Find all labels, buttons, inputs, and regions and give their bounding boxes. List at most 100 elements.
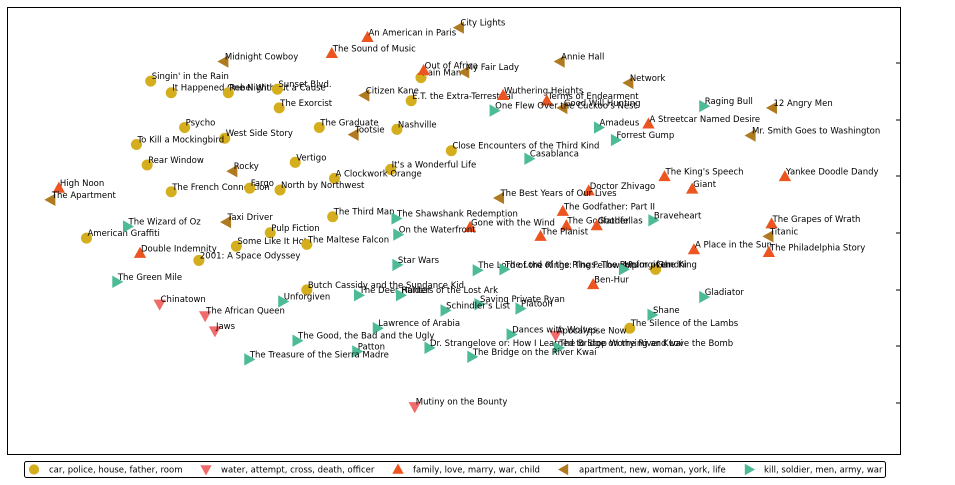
data-point [385, 163, 397, 175]
point-label: The Silence of the Lambs [630, 319, 739, 329]
point-label: West Side Story [226, 129, 293, 139]
data-point [153, 299, 166, 311]
point-label: Lawrence of Arabia [378, 319, 460, 329]
point-label: The Bridge on the River Kwai [558, 339, 683, 349]
point-label: 2001: A Space Odyssey [200, 251, 301, 261]
data-point [313, 122, 325, 134]
point-label: Citizen Kane [366, 86, 419, 96]
data-point [208, 326, 222, 338]
data-point [354, 289, 366, 302]
data-point [622, 76, 634, 90]
point-label: Good Will Hunting [564, 99, 641, 109]
data-point [474, 297, 486, 311]
point-label: Psycho [186, 119, 216, 129]
data-point [467, 350, 479, 363]
point-label: Midnight Cowboy [225, 53, 298, 63]
point-label: Rocky [234, 162, 259, 172]
data-point [165, 186, 177, 198]
data-point [112, 275, 124, 289]
point-label: The Grapes of Wrath [772, 215, 861, 225]
point-label: Nashville [398, 120, 437, 130]
data-point [472, 264, 484, 277]
point-label: Network [630, 74, 666, 84]
point-label: Saving Private Ryan [480, 295, 565, 305]
data-point [492, 191, 505, 205]
point-label: Dances with Wolves [512, 325, 598, 335]
point-label: Fargo [251, 179, 274, 189]
point-label: Unforgiven [624, 260, 671, 270]
point-label: Rain Man [422, 69, 461, 79]
point-label: The Third Man [333, 208, 395, 218]
data-point [392, 258, 404, 272]
data-point [391, 123, 403, 135]
legend-marker [392, 463, 404, 474]
point-label: Ben-Hur [594, 276, 629, 286]
data-point [463, 220, 477, 232]
data-point [556, 204, 569, 216]
point-label: Shane [653, 306, 680, 316]
data-point [133, 246, 147, 258]
point-label: A Clockwork Orange [335, 169, 421, 179]
point-label: Raiders of the Lost Ark [401, 286, 498, 296]
data-point [193, 254, 205, 266]
legend-box [24, 461, 886, 478]
point-label: Wuthering Heights [504, 86, 584, 96]
point-label: The Exorcist [279, 99, 333, 109]
data-point [647, 308, 659, 322]
point-label: The Good, the Bad and the Ugly [297, 332, 434, 342]
point-label: The Lord of the Rings: The Fellowship [477, 261, 637, 271]
data-point [496, 88, 510, 100]
point-label: My Fair Lady [466, 63, 519, 73]
point-label: Mr. Smith Goes to Washington [752, 127, 880, 137]
data-point [274, 184, 286, 196]
point-label: The Bridge on the River Kwai [472, 348, 597, 358]
data-point [264, 227, 276, 239]
point-label: City Lights [460, 19, 506, 29]
point-label: Doctor Zhivago [590, 182, 656, 192]
data-point [405, 95, 417, 107]
point-label: The Treasure of the Sierra Madre [249, 350, 389, 360]
data-point [347, 128, 359, 141]
point-label: The Godfather: Part II [563, 202, 655, 212]
point-label: Patton [358, 342, 385, 352]
data-point [273, 102, 285, 114]
legend-marker [558, 463, 569, 476]
point-label: The Graduate [319, 119, 378, 129]
point-label: Apocalypse Now [557, 326, 627, 336]
point-label: A Place in the Sun [695, 241, 772, 251]
data-point [699, 99, 711, 113]
point-label: Unforgiven [284, 292, 331, 302]
point-label: The Sound of Music [332, 44, 416, 54]
legend-marker [28, 464, 40, 475]
series-1: Chinatown The African Queen Jaws Apocalypse… [153, 295, 627, 414]
point-label: Braveheart [654, 211, 702, 221]
point-label: Casablanca [530, 150, 579, 160]
data-point [244, 353, 256, 366]
point-label: Out of Africa [425, 61, 478, 71]
point-label: 12 Angry Men [773, 99, 832, 109]
data-point [141, 159, 153, 171]
data-point [549, 330, 562, 342]
point-label: Vertigo [296, 153, 326, 163]
point-label: Platoon [521, 300, 553, 310]
point-label: The Deer Hunter [359, 286, 431, 296]
data-point [222, 87, 234, 99]
plot-frame [7, 7, 901, 455]
legend-label: family, love, marry, war, child [413, 466, 540, 476]
point-label: Pulp Fiction [271, 224, 319, 234]
data-point [408, 402, 421, 414]
point-label: The Apartment [51, 191, 117, 201]
data-point [278, 295, 290, 308]
data-point [179, 122, 191, 134]
point-label: An American in Paris [368, 28, 456, 38]
point-label: Forrest Gump [616, 131, 674, 141]
point-label: The Best Years of Our Lives [499, 189, 617, 199]
data-point [699, 290, 711, 304]
point-label: Gone with the Wind [471, 218, 555, 228]
data-point [685, 182, 699, 194]
data-point [361, 30, 374, 42]
data-point [327, 211, 339, 223]
legend-label: water, attempt, cross, death, officer [221, 466, 375, 476]
point-label: Amadeus [600, 119, 640, 129]
